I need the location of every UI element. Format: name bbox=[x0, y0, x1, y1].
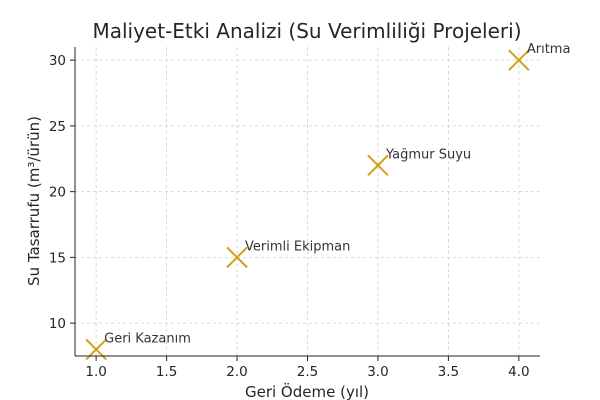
tick-layer: 1.0 1.5 2.0 2.5 3.0 3.5 4.0 10 15 20 25 30 bbox=[49, 53, 530, 380]
x-tick-label: 3.0 bbox=[367, 364, 388, 380]
data-point-marker bbox=[367, 154, 389, 177]
y-tick-label: 15 bbox=[49, 250, 66, 266]
x-axis-label: Geri Ödeme (yıl) bbox=[245, 382, 369, 400]
y-tick-label: 20 bbox=[49, 185, 66, 201]
data-point-marker bbox=[508, 49, 530, 71]
data-point-label: Yağmur Suyu bbox=[385, 147, 471, 162]
chart-title: Maliyet-Etki Analizi (Su Verimliliği Pro… bbox=[92, 19, 521, 43]
x-tick-label: 3.5 bbox=[438, 364, 459, 380]
y-tick-label: 25 bbox=[49, 119, 66, 135]
axes-layer bbox=[74, 47, 540, 357]
x-tick-label: 2.5 bbox=[297, 364, 318, 380]
grid-layer bbox=[75, 47, 540, 356]
x-tick-label: 2.0 bbox=[226, 364, 247, 380]
point-label-layer: Geri Kazanım Verimli Ekipman Yağmur Suyu Ar… bbox=[104, 42, 570, 346]
x-tick-label: 4.0 bbox=[508, 364, 529, 380]
x-tick-label: 1.0 bbox=[85, 364, 106, 380]
x-tick-label: 1.5 bbox=[156, 364, 177, 380]
y-axis-label: Su Tasarrufu (m³/ürün) bbox=[25, 116, 43, 286]
y-tick-label: 30 bbox=[49, 53, 66, 69]
data-point-label: Geri Kazanım bbox=[104, 331, 191, 346]
y-tick-label: 10 bbox=[49, 316, 66, 332]
data-point-label: Verimli Ekipman bbox=[245, 239, 350, 254]
data-point-marker bbox=[226, 246, 248, 269]
data-point-label: Arıtma bbox=[527, 42, 571, 57]
